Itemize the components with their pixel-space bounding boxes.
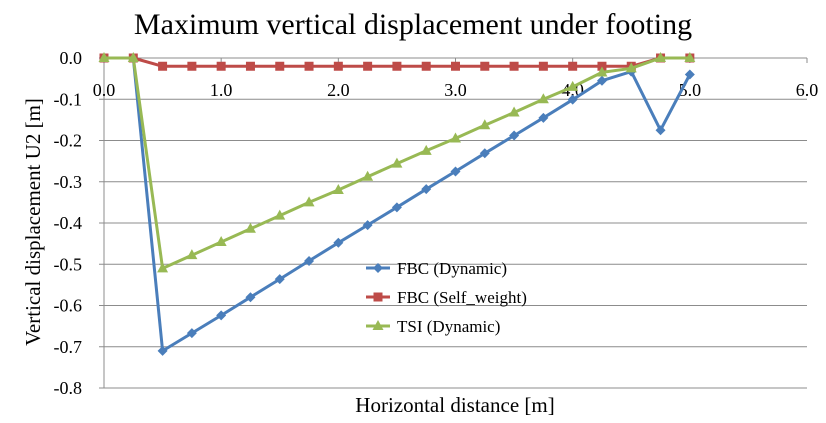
data-point (684, 69, 695, 80)
data-point (216, 310, 227, 321)
legend-label: FBC (Dynamic) (397, 259, 507, 278)
x-tick-label: 2.0 (327, 80, 350, 100)
data-point (625, 62, 637, 73)
data-point (568, 61, 578, 71)
data-point (420, 144, 432, 155)
data-point (508, 106, 520, 117)
axes: 0.0 -0.1 -0.2 -0.3 -0.4 -0.5 -0.6 -0.7 -0.8 0.0 1.… (54, 48, 819, 398)
data-point (596, 66, 608, 77)
y-tick-label: -0.6 (54, 296, 83, 316)
legend-marker (372, 320, 384, 330)
data-point (684, 52, 696, 62)
data-point (157, 262, 169, 273)
y-axis-label: Vertical displacement U2 [m] (21, 98, 45, 346)
legend-item: TSI (Dynamic) (366, 317, 500, 336)
data-point (597, 61, 607, 71)
x-tick-label: 6.0 (796, 80, 819, 100)
data-point (127, 52, 139, 62)
data-point (186, 328, 197, 339)
data-point (362, 220, 373, 231)
data-point (98, 52, 110, 62)
data-point (332, 184, 344, 194)
y-tick-label: -0.1 (54, 89, 83, 109)
data-point (538, 61, 548, 71)
data-point (245, 292, 256, 303)
y-tick-label: -0.3 (54, 172, 83, 192)
series-0 (99, 53, 695, 356)
data-point (215, 235, 227, 246)
x-tick-label: 0.0 (93, 80, 116, 100)
data-point (158, 61, 168, 71)
data-point (362, 170, 374, 181)
data-point (244, 222, 256, 233)
data-point (480, 61, 490, 71)
data-point (363, 61, 373, 71)
data-point (303, 196, 315, 207)
y-tick-label: -0.5 (54, 254, 83, 274)
data-point (391, 157, 403, 168)
data-point (216, 61, 226, 71)
data-point (391, 202, 402, 213)
data-point (479, 148, 490, 159)
data-point (567, 94, 578, 105)
y-tick-label: -0.8 (54, 378, 83, 398)
y-tick-label: -0.4 (54, 213, 83, 233)
data-point (450, 132, 461, 143)
data-point (509, 61, 519, 71)
legend-marker (373, 292, 383, 302)
legend-marker (373, 263, 383, 273)
legend-label: FBC (Self_weight) (397, 288, 527, 307)
data-point (421, 61, 431, 71)
gridlines (104, 57, 807, 389)
data-point (333, 237, 344, 248)
data-point (186, 249, 198, 260)
data-point (245, 61, 255, 71)
data-point (538, 112, 549, 123)
data-point (392, 61, 402, 71)
x-axis-label: Horizontal distance [m] (355, 393, 554, 417)
data-point (275, 61, 285, 71)
data-point (304, 255, 315, 266)
data-point (157, 345, 168, 356)
data-point (274, 209, 286, 220)
series-1 (99, 53, 695, 71)
series-group (98, 52, 696, 356)
data-point (304, 61, 314, 71)
x-tick-label: 1.0 (210, 80, 233, 100)
data-point (187, 61, 197, 71)
data-point (509, 130, 520, 141)
chart-title: Maximum vertical displacement under foot… (134, 8, 692, 41)
data-point (333, 61, 343, 71)
legend-item: FBC (Dynamic) (366, 259, 507, 278)
data-point (451, 61, 460, 71)
series-2 (98, 52, 696, 273)
data-point (421, 184, 432, 195)
data-point (655, 125, 666, 136)
data-point (655, 52, 667, 62)
data-point (567, 80, 579, 91)
y-tick-label: 0.0 (60, 48, 83, 68)
legend: FBC (Dynamic) FBC (Self_weight) TSI (Dynam… (366, 259, 527, 336)
data-point (596, 75, 607, 86)
data-point (479, 119, 491, 130)
legend-item: FBC (Self_weight) (366, 288, 527, 307)
x-tick-label: 3.0 (444, 80, 467, 100)
legend-label: TSI (Dynamic) (397, 317, 500, 336)
data-point (537, 93, 549, 104)
data-point (450, 166, 461, 177)
y-tick-label: -0.7 (54, 337, 83, 357)
y-tick-label: -0.2 (54, 131, 83, 151)
data-point (274, 274, 285, 285)
